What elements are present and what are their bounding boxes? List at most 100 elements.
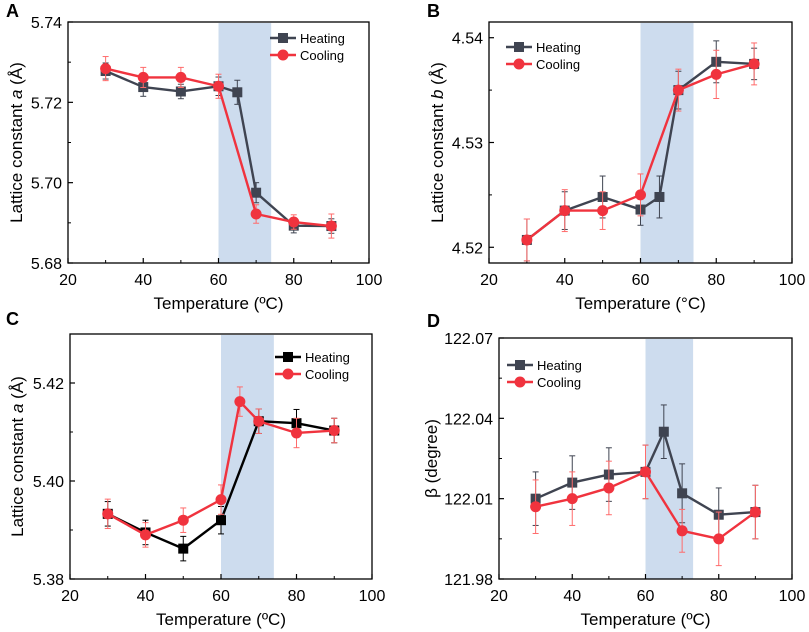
data-point xyxy=(677,488,688,499)
series-line xyxy=(526,60,755,241)
panel-label: D xyxy=(427,311,440,331)
data-point xyxy=(672,84,684,96)
x-tick-label: 20 xyxy=(61,588,79,605)
data-point xyxy=(234,396,246,408)
x-axis-label: Temperature (°C) xyxy=(575,294,706,313)
x-tick-label: 80 xyxy=(285,272,303,289)
y-axis-label: Lattice constant a (Å) xyxy=(8,376,27,537)
x-tick-label: 40 xyxy=(556,272,574,289)
legend-marker xyxy=(514,42,524,52)
panel-label: C xyxy=(6,309,19,329)
data-point xyxy=(251,187,262,198)
y-axis-label-variable: a xyxy=(8,404,27,413)
x-tick-label: 100 xyxy=(779,272,806,289)
y-axis-label-suffix: (Å) xyxy=(7,62,26,89)
y-axis-label-suffix: (Å) xyxy=(8,376,27,403)
transition-region xyxy=(645,339,694,579)
legend-marker xyxy=(282,368,294,380)
data-point xyxy=(640,466,651,478)
legend-marker xyxy=(514,376,526,388)
data-point xyxy=(250,208,262,220)
cooling-series xyxy=(102,386,340,548)
transition-region xyxy=(640,23,694,263)
legend-marker xyxy=(513,58,525,70)
cooling-series xyxy=(530,444,761,567)
y-tick-label: 4.53 xyxy=(452,136,483,153)
data-point xyxy=(175,71,187,83)
x-tick-label: 80 xyxy=(288,588,306,605)
y-tick-label: 4.52 xyxy=(452,240,483,257)
data-point xyxy=(530,501,542,513)
x-tick-label: 100 xyxy=(359,588,386,605)
x-tick-label: 40 xyxy=(563,588,581,605)
legend-marker xyxy=(283,352,293,362)
legend-label: Cooling xyxy=(536,57,580,72)
data-point xyxy=(603,482,615,494)
data-point xyxy=(749,506,761,518)
x-tick-label: 60 xyxy=(210,272,228,289)
y-tick-label: 122.01 xyxy=(444,492,493,509)
data-point xyxy=(710,68,722,80)
y-tick-label: 5.68 xyxy=(31,256,62,273)
data-point xyxy=(597,205,609,217)
legend-marker xyxy=(278,33,288,43)
y-axis-label-prefix: β (degree) xyxy=(422,419,441,498)
data-point xyxy=(100,63,112,75)
data-point xyxy=(177,514,189,526)
y-axis-label-variable: a xyxy=(7,90,26,99)
panel-C: 20 40 60 80 100 5.38 5.40 5.42 Temperature (ºC) L… xyxy=(6,309,385,629)
legend-label: Heating xyxy=(536,40,581,55)
x-tick-label: 20 xyxy=(59,272,77,289)
legend-marker xyxy=(515,360,525,370)
legend-label: Heating xyxy=(305,350,350,365)
panel-D: 20 40 60 80 100 121.98 122.01 122.04 122.07 Tempe… xyxy=(422,311,805,629)
x-axis-label: Temperature (ºC) xyxy=(154,294,284,313)
data-point xyxy=(102,508,114,520)
data-point xyxy=(654,191,665,202)
x-tick-label: 80 xyxy=(707,272,725,289)
data-point xyxy=(232,87,243,98)
x-tick-label: 100 xyxy=(356,272,383,289)
y-axis-label: β (degree) xyxy=(422,419,441,498)
data-point xyxy=(213,80,224,92)
data-point xyxy=(566,493,578,505)
legend: Heating Cooling xyxy=(270,31,345,63)
panel-B: 20 40 60 80 100 4.52 4.53 4.54 Temperature (°C) L… xyxy=(427,1,805,313)
data-point xyxy=(216,515,226,526)
data-point xyxy=(253,415,265,427)
y-axis-label: Lattice constant b (Å) xyxy=(428,62,447,223)
x-tick-label: 20 xyxy=(480,272,498,289)
data-point xyxy=(215,494,227,506)
legend-label: Heating xyxy=(537,358,582,373)
y-axis-label: Lattice constant a (Å) xyxy=(7,62,26,223)
legend-marker xyxy=(277,49,289,61)
x-tick-label: 60 xyxy=(637,588,655,605)
data-point xyxy=(325,220,337,232)
data-point xyxy=(658,426,669,437)
legend: Heating Cooling xyxy=(275,350,350,382)
x-tick-label: 40 xyxy=(134,272,152,289)
legend-label: Heating xyxy=(300,31,345,46)
y-axis-label-prefix: Lattice constant xyxy=(7,99,26,223)
legend-label: Cooling xyxy=(537,375,581,390)
legend: Heating Cooling xyxy=(507,358,582,390)
panel-label: B xyxy=(427,1,440,21)
data-point xyxy=(288,216,300,228)
y-tick-label: 5.74 xyxy=(31,15,62,32)
data-point xyxy=(635,189,646,201)
data-point xyxy=(748,58,760,70)
y-tick-label: 5.72 xyxy=(31,95,62,112)
panel-label: A xyxy=(6,1,19,21)
x-tick-label: 40 xyxy=(137,588,155,605)
data-point xyxy=(676,525,688,537)
y-axis-label-prefix: Lattice constant xyxy=(8,413,27,537)
y-tick-label: 5.40 xyxy=(33,474,64,491)
y-tick-label: 121.98 xyxy=(444,572,493,589)
y-axis-label-variable: b xyxy=(428,90,447,99)
data-point xyxy=(521,234,533,246)
data-point xyxy=(175,86,186,97)
legend-label: Cooling xyxy=(305,367,349,382)
y-axis-label-prefix: Lattice constant xyxy=(428,99,447,223)
data-point xyxy=(178,543,189,554)
